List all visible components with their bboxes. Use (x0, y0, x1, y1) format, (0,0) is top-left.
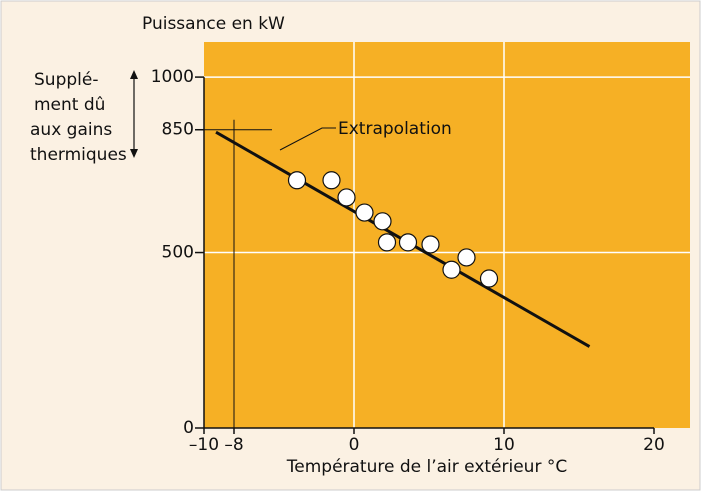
side-note: aux gains (30, 120, 112, 140)
x-tick-label: 0 (349, 435, 360, 455)
point (322, 171, 341, 190)
side-note: ment dû (34, 95, 105, 115)
annotation-leader (279, 127, 336, 151)
point (287, 171, 307, 190)
y-tick-label: 0 (183, 418, 194, 438)
point (421, 235, 440, 254)
x-tick-label: –8 (224, 435, 243, 455)
x-axis-label: Température de l’air extérieur °C (286, 457, 567, 477)
y-tick-label: 1000 (151, 67, 194, 87)
point (442, 260, 461, 279)
point (355, 203, 374, 222)
point (337, 188, 356, 207)
point (479, 269, 499, 288)
side-note: thermiques (30, 145, 127, 165)
point (373, 212, 392, 231)
y-tick-label: 500 (162, 243, 194, 263)
y-axis-label: Puissance en kW (142, 14, 285, 34)
plot-area (204, 42, 690, 428)
x-tick-label: 20 (643, 435, 665, 455)
point (457, 248, 476, 267)
x-tick-label: –10 (189, 435, 219, 455)
annotation: Extrapolation (338, 119, 452, 139)
side-note: Supplé- (34, 70, 98, 90)
y-tick-label: 850 (162, 120, 194, 140)
x-tick-label: 10 (493, 435, 515, 455)
arrow-heads (130, 70, 138, 158)
point (398, 233, 418, 252)
point (377, 233, 397, 252)
